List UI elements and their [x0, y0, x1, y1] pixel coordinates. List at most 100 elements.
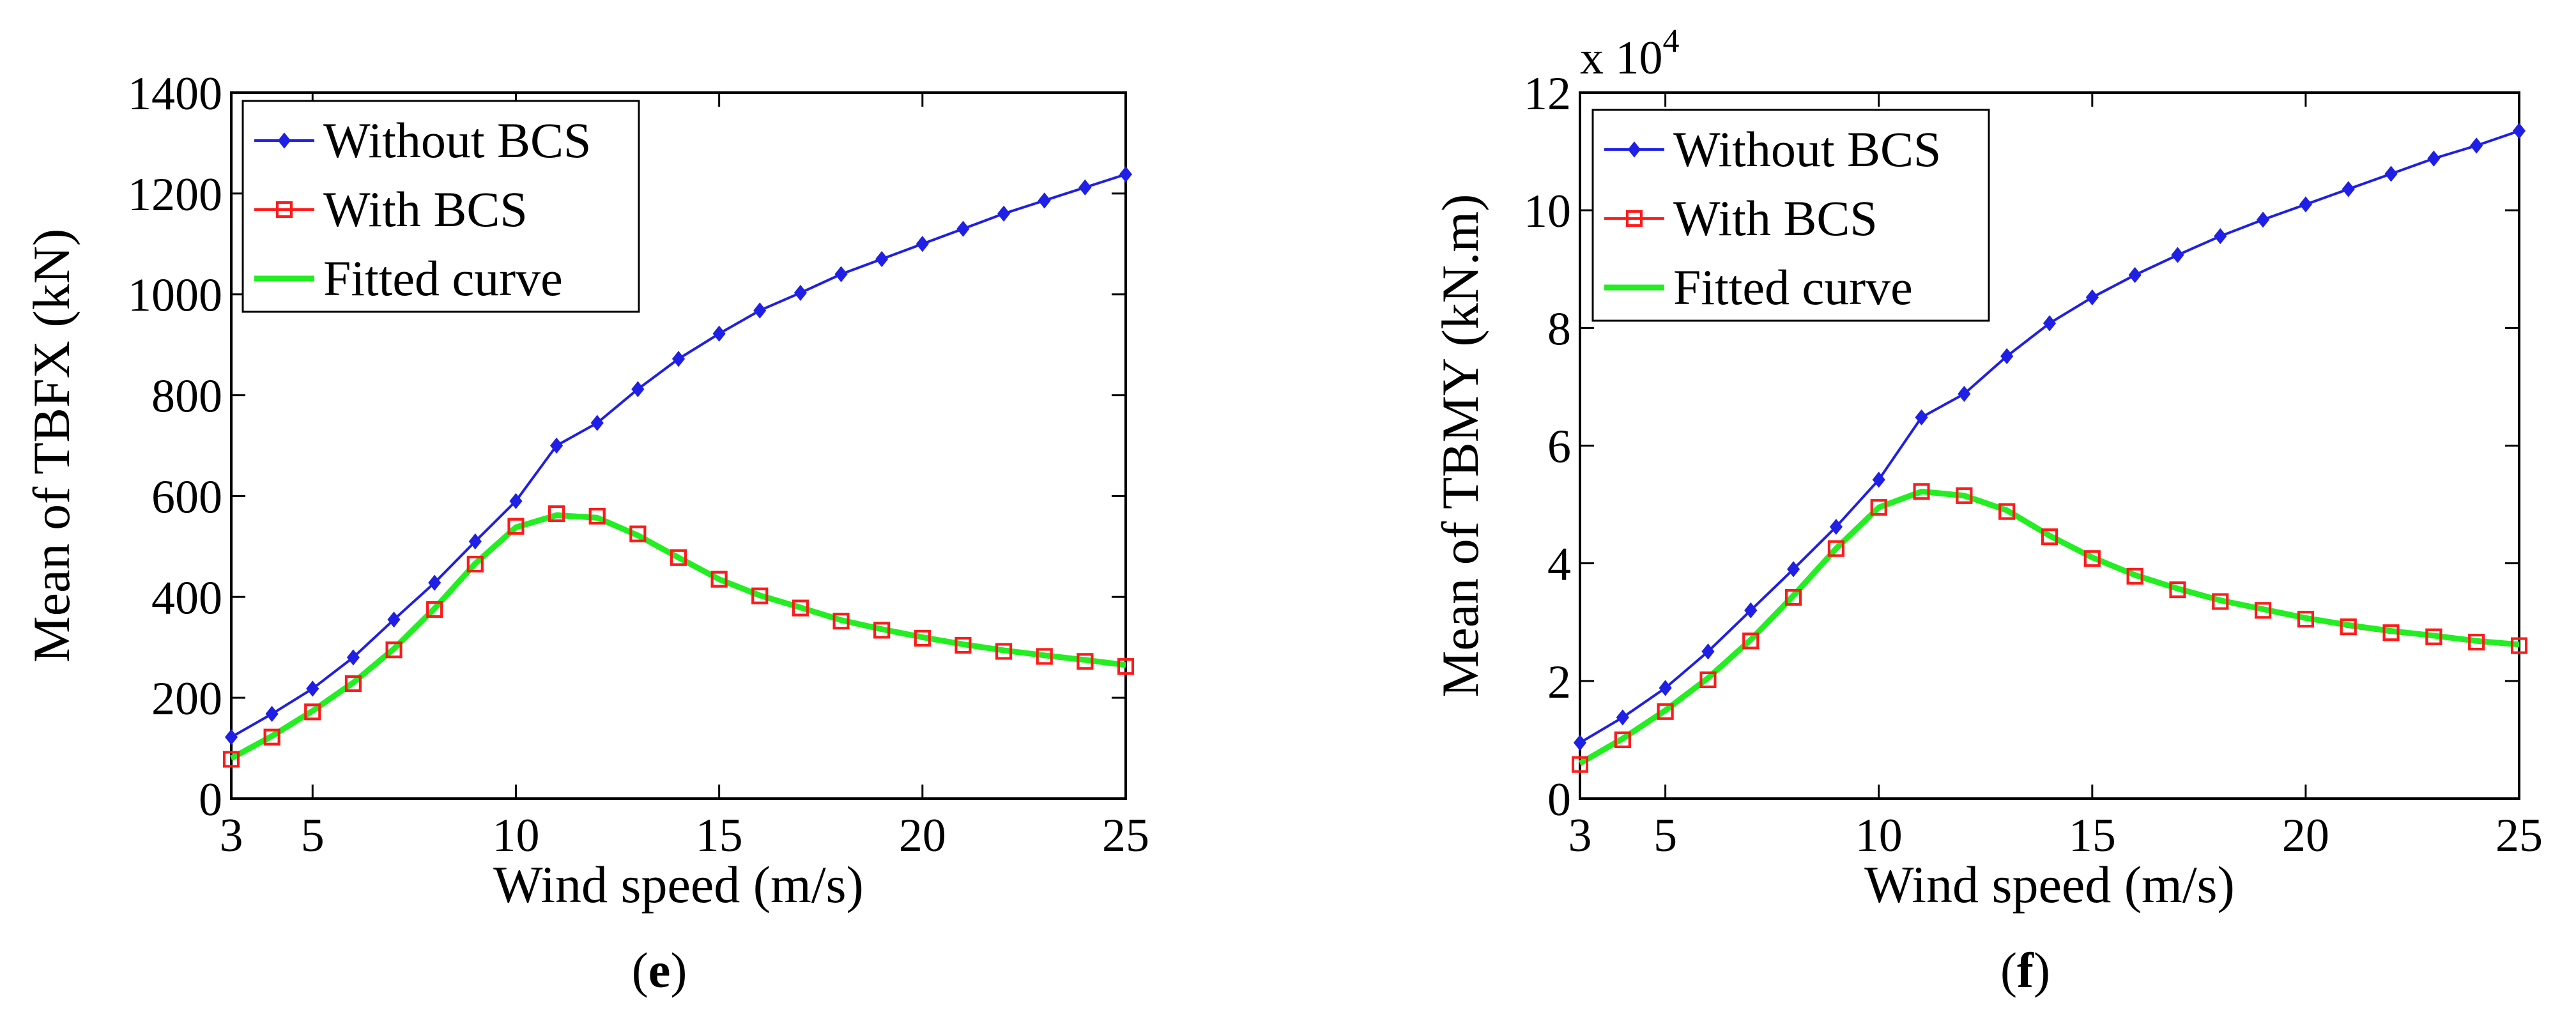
data-point — [1744, 602, 1758, 618]
data-point — [2000, 348, 2014, 365]
data-point — [2257, 211, 2270, 228]
data-point — [224, 729, 238, 746]
x-tick-label: 20 — [899, 809, 946, 862]
data-point — [1787, 561, 1800, 578]
x-tick-label: 3 — [1568, 809, 1592, 862]
data-point — [2043, 315, 2057, 332]
data-point — [2340, 618, 2357, 636]
legend: Without BCS With BCS Fitted curve — [1591, 109, 1990, 322]
x-axis-title: Wind speed (m/s) — [493, 855, 864, 914]
data-point — [1915, 409, 1928, 425]
legend-entry-label: Fitted curve — [1673, 259, 1913, 315]
data-point — [1119, 166, 1133, 183]
data-point — [1657, 703, 1674, 720]
data-point — [629, 525, 647, 542]
y-axis-title: Mean of TBFX (kN) — [22, 229, 80, 663]
x-tick-label: 15 — [696, 809, 743, 862]
data-point — [834, 266, 848, 282]
panel-label: (f) — [2000, 942, 2050, 998]
data-point — [2512, 123, 2526, 139]
series-line — [229, 512, 1126, 761]
data-point — [1958, 385, 1971, 402]
data-point — [2470, 137, 2483, 154]
data-point — [304, 703, 321, 721]
data-point — [1572, 756, 1588, 773]
data-point — [2212, 593, 2229, 610]
data-point — [509, 493, 523, 509]
data-point — [2297, 611, 2314, 628]
data-point — [1998, 503, 2016, 520]
y-tick-label: 12 — [1524, 68, 1571, 120]
data-point — [832, 613, 850, 630]
legend-entry-label: With BCS — [1673, 190, 1878, 246]
data-point — [1036, 648, 1053, 665]
data-point — [1785, 589, 1802, 606]
data-point — [2299, 196, 2312, 213]
data-point — [710, 571, 728, 588]
data-point — [466, 555, 484, 572]
x-tick-label: 5 — [301, 809, 325, 862]
data-point — [387, 611, 401, 628]
data-point — [2214, 228, 2227, 245]
data-point — [306, 680, 319, 697]
data-point — [2169, 581, 2186, 599]
y-axis-title: Mean of TBMY (kN.m) — [1431, 194, 1489, 697]
data-point — [2384, 165, 2398, 182]
data-point — [2382, 624, 2400, 641]
x-axis-title: Wind speed (m/s) — [1864, 855, 2235, 914]
data-point — [2255, 602, 2272, 619]
data-point — [507, 518, 525, 535]
data-point — [712, 325, 726, 342]
y-tick-label: 0 — [1547, 774, 1571, 826]
data-point — [2083, 550, 2101, 567]
data-point — [385, 641, 402, 659]
x-tick-label: 10 — [492, 809, 539, 862]
panels: 3 5 10 15 20 250200400600800100012001400Wind … — [22, 23, 2543, 998]
data-point — [2128, 266, 2142, 284]
x-tick-label: 5 — [1653, 809, 1677, 862]
data-point — [1870, 499, 1887, 516]
series-fitted-curve — [229, 512, 1126, 761]
data-point — [1956, 487, 1973, 504]
data-point — [914, 630, 931, 647]
y-tick-label: 400 — [151, 572, 222, 624]
data-point — [873, 622, 891, 639]
data-point — [550, 437, 564, 454]
data-point — [428, 574, 441, 591]
data-point — [631, 381, 645, 397]
x-tick-label: 15 — [2069, 809, 2116, 862]
panel-label: (e) — [632, 942, 687, 998]
x-tick-label: 3 — [220, 809, 243, 862]
y-tick-label: 6 — [1547, 421, 1571, 473]
data-point — [1117, 658, 1134, 675]
data-point — [1038, 192, 1051, 209]
data-point — [548, 505, 565, 523]
legend-marker — [1626, 210, 1643, 227]
data-point — [751, 587, 769, 604]
data-point — [1078, 179, 1092, 195]
data-point — [2085, 289, 2099, 306]
y-tick-label: 1000 — [128, 270, 222, 322]
legend-entry-label: With BCS — [323, 181, 528, 237]
data-point — [792, 599, 809, 617]
data-point — [1659, 680, 1672, 696]
y-tick-label: 1200 — [128, 169, 222, 221]
chart-panel-e: 3 5 10 15 20 25 0 200 400 600 800 1000 1200 1400 Wind … — [22, 68, 1149, 998]
y-tick-label: 2 — [1547, 656, 1571, 709]
data-point — [1701, 643, 1715, 660]
data-point — [916, 236, 929, 252]
y-tick-label: 800 — [151, 371, 222, 423]
data-point — [1077, 653, 1094, 670]
data-point — [670, 549, 687, 566]
data-point — [2468, 634, 2485, 651]
data-point — [2425, 628, 2442, 645]
legend-entry-label: Without BCS — [323, 112, 591, 168]
data-point — [2342, 181, 2355, 197]
legend-marker — [1627, 141, 1641, 158]
y-tick-label: 1400 — [128, 68, 222, 120]
x-tick-label: 20 — [2282, 809, 2329, 862]
series-line — [1578, 488, 2520, 766]
x-tick-label: 10 — [1855, 809, 1903, 862]
legend-marker — [276, 201, 293, 218]
